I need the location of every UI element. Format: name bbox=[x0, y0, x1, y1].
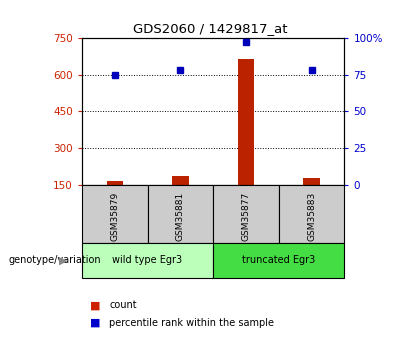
Text: GSM35883: GSM35883 bbox=[307, 192, 316, 242]
Text: genotype/variation: genotype/variation bbox=[8, 256, 101, 265]
Bar bbox=[279, 185, 344, 243]
Text: GSM35881: GSM35881 bbox=[176, 192, 185, 242]
Text: percentile rank within the sample: percentile rank within the sample bbox=[109, 318, 274, 327]
Text: truncated Egr3: truncated Egr3 bbox=[242, 256, 315, 265]
Bar bbox=[303, 178, 320, 185]
Bar bbox=[107, 181, 123, 185]
Text: wild type Egr3: wild type Egr3 bbox=[113, 256, 183, 265]
Bar bbox=[213, 243, 344, 278]
Bar bbox=[238, 59, 254, 185]
Text: ■: ■ bbox=[90, 318, 101, 327]
Bar bbox=[82, 243, 213, 278]
Text: GDS2060 / 1429817_at: GDS2060 / 1429817_at bbox=[133, 22, 287, 36]
Bar bbox=[213, 185, 279, 243]
Text: ▶: ▶ bbox=[59, 256, 67, 265]
Bar bbox=[147, 185, 213, 243]
Text: ■: ■ bbox=[90, 300, 101, 310]
Text: GSM35879: GSM35879 bbox=[110, 192, 119, 242]
Text: GSM35877: GSM35877 bbox=[241, 192, 250, 242]
Bar bbox=[82, 185, 147, 243]
Text: count: count bbox=[109, 300, 137, 310]
Bar bbox=[172, 176, 189, 185]
